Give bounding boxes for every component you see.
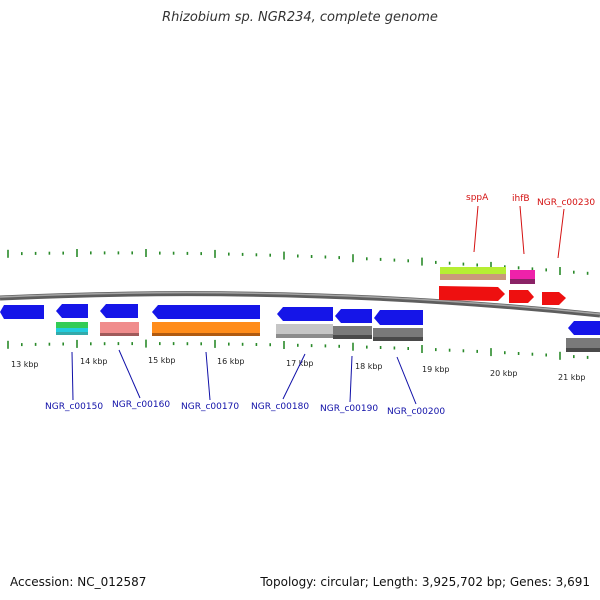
feature-block xyxy=(276,334,333,338)
cds-arrow-ngr-c00190 xyxy=(335,309,372,323)
leader-line xyxy=(71,351,74,401)
accession-text: Accession: NC_012587 xyxy=(10,575,147,589)
genome-summary-text: Topology: circular; Length: 3,925,702 bp… xyxy=(260,575,590,589)
leader-line xyxy=(118,349,141,399)
gene-label-ihfB: ihfB xyxy=(512,194,530,204)
feature-block xyxy=(100,322,139,333)
feature-block xyxy=(152,333,260,336)
leader-line xyxy=(282,353,306,400)
leader-line xyxy=(473,205,479,253)
gene-label-ngr-c00160: NGR_c00160 xyxy=(112,400,170,410)
cds-arrow-sppA xyxy=(439,286,505,301)
leader-line xyxy=(396,356,417,405)
gene-label-ngr-c00170: NGR_c00170 xyxy=(181,402,239,412)
feature-block xyxy=(56,332,88,335)
feature-block xyxy=(152,322,260,333)
cds-arrow xyxy=(568,321,600,335)
feature-block xyxy=(276,324,333,334)
feature-block xyxy=(56,322,88,328)
feature-block xyxy=(100,333,139,336)
genome-backbone xyxy=(0,291,600,318)
cds-arrow-ihfB xyxy=(509,290,534,303)
feature-block xyxy=(440,274,506,280)
feature-block xyxy=(440,267,506,274)
feature-block xyxy=(510,270,535,279)
cds-arrow-ngr-c00160 xyxy=(100,304,138,318)
tick-label-19-kbp: 19 kbp xyxy=(422,365,450,374)
leader-line xyxy=(519,205,525,255)
tick-label-20-kbp: 20 kbp xyxy=(490,369,518,378)
tick-label-18-kbp: 18 kbp xyxy=(355,362,383,371)
genome-backbone-highlight xyxy=(0,291,600,315)
leader-line xyxy=(205,351,211,401)
leader-line xyxy=(557,208,565,259)
gene-label-ngr-c00230: NGR_c00230 xyxy=(537,198,595,208)
cds-arrow-ngr-c00200 xyxy=(374,310,423,325)
tick-label-21-kbp: 21 kbp xyxy=(558,373,586,382)
feature-block xyxy=(56,328,88,332)
feature-block xyxy=(566,338,600,348)
cds-arrow xyxy=(0,305,44,319)
feature-block xyxy=(333,326,372,335)
tick-label-17-kbp: 17 kbp xyxy=(286,359,314,368)
leader-line xyxy=(349,355,353,403)
gene-label-ngr-c00180: NGR_c00180 xyxy=(251,402,309,412)
tick-label-16-kbp: 16 kbp xyxy=(217,357,245,366)
feature-block xyxy=(566,348,600,352)
feature-block xyxy=(373,337,423,341)
feature-block xyxy=(373,328,423,337)
cds-arrow-ngr-c00150 xyxy=(56,304,88,318)
gene-label-ngr-c00150: NGR_c00150 xyxy=(45,402,103,412)
feature-block xyxy=(333,335,372,339)
cds-arrow-ngr-c00170 xyxy=(152,305,260,319)
map-title: Rhizobium sp. NGR234, complete genome xyxy=(162,10,438,25)
cds-arrow-ngr-c00230 xyxy=(542,292,566,305)
gene-label-ngr-c00190: NGR_c00190 xyxy=(320,404,378,414)
lower-tick-row xyxy=(7,339,589,360)
cds-arrow-ngr-c00180 xyxy=(277,307,333,321)
upper-tick-row xyxy=(7,249,589,275)
feature-block xyxy=(510,279,535,284)
tick-label-13-kbp: 13 kbp xyxy=(11,360,39,369)
tick-label-15-kbp: 15 kbp xyxy=(148,356,176,365)
gene-label-sppA: sppA xyxy=(466,193,489,203)
gene-label-ngr-c00200: NGR_c00200 xyxy=(387,407,445,417)
tick-label-14-kbp: 14 kbp xyxy=(80,357,108,366)
